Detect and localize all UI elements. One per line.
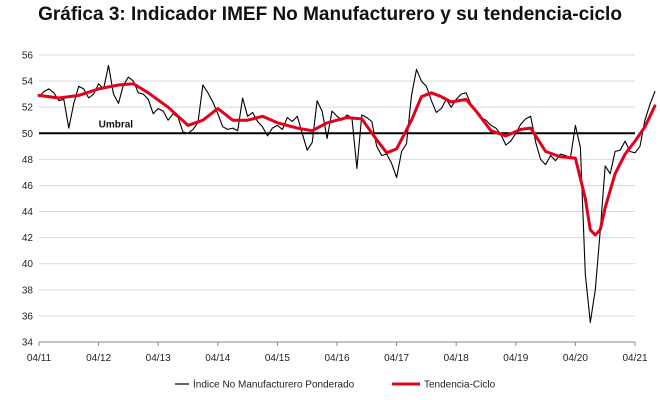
- y-tick-label: 44: [22, 207, 34, 218]
- y-tick-label: 36: [22, 311, 34, 322]
- y-tick-label: 38: [22, 285, 34, 296]
- x-tick-label: 04/12: [86, 353, 111, 364]
- x-tick-label: 04/20: [563, 353, 588, 364]
- y-tick-label: 46: [22, 181, 34, 192]
- index-line: [38, 64, 656, 323]
- chart-title: Gráfica 3: Indicador IMEF No Manufacture…: [38, 4, 622, 25]
- x-tick-label: 04/21: [622, 353, 647, 364]
- y-tick-label: 52: [22, 103, 34, 114]
- x-tick-label: 04/17: [384, 353, 409, 364]
- legend-label: Tendencia-Ciclo: [424, 380, 496, 391]
- x-tick-label: 04/16: [324, 353, 349, 364]
- x-tick-label: 04/14: [205, 353, 230, 364]
- y-tick-label: 40: [22, 259, 34, 270]
- x-tick-label: 04/15: [265, 353, 290, 364]
- threshold-label: Umbral: [99, 119, 134, 130]
- legend-layer: Índice No Manufacturero Ponderado Tendenc…: [175, 378, 496, 391]
- legend-label: Índice No Manufacturero Ponderado: [193, 378, 355, 391]
- y-tick-label: 54: [22, 77, 34, 88]
- x-tick-label: 04/19: [503, 353, 528, 364]
- trend-cycle-line: [37, 82, 657, 237]
- y-tick-label: 34: [22, 338, 34, 349]
- x-tick-label: 04/13: [146, 353, 171, 364]
- y-tick-label: 48: [22, 155, 34, 166]
- y-tick-label: 50: [22, 129, 34, 140]
- series-layer: [37, 64, 657, 323]
- y-tick-label: 56: [22, 51, 34, 62]
- y-tick-label: 42: [22, 233, 34, 244]
- x-tick-label: 04/18: [444, 353, 469, 364]
- grid-layer: [39, 54, 635, 343]
- x-tick-label: 04/11: [27, 353, 52, 364]
- axis-layer: 34 36 38 40 42 44 46 48 50 52 54 56 04/11 04/12 04/13 0…: [22, 51, 648, 365]
